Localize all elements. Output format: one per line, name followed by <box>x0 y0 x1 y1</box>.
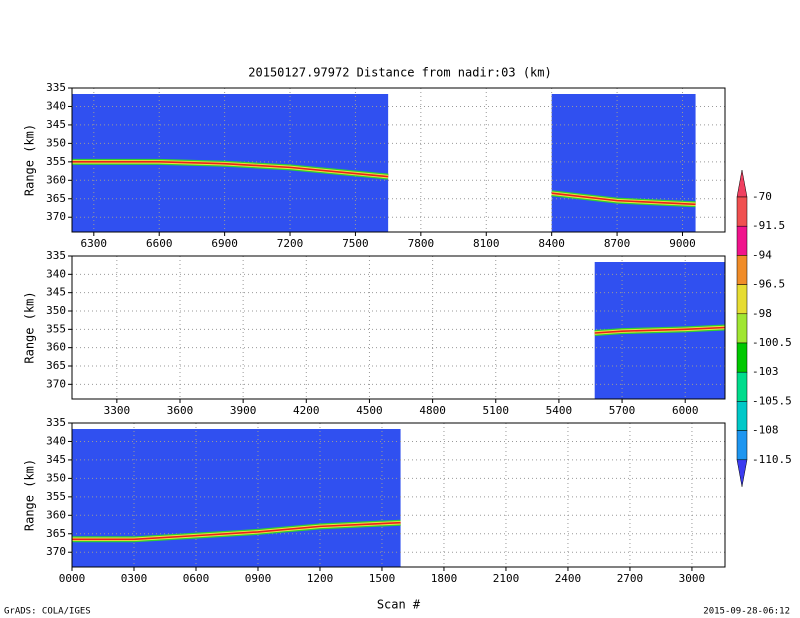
colorbar-segment <box>736 196 748 227</box>
y-tick-label: 350 <box>46 136 66 149</box>
swath <box>551 94 696 232</box>
x-tick-label: 8700 <box>604 237 631 250</box>
y-tick-label: 360 <box>46 341 66 354</box>
y-tick-label: 355 <box>46 490 66 503</box>
x-tick-label: 1200 <box>307 572 334 585</box>
x-tick-label: 1500 <box>369 572 396 585</box>
colorbar-arrow <box>736 169 748 198</box>
x-tick-label: 2700 <box>617 572 644 585</box>
colorbar-label: -110.5 <box>752 453 792 466</box>
y-tick-label: 335 <box>46 249 66 262</box>
y-tick-label: 350 <box>46 304 66 317</box>
x-tick-label: 5400 <box>546 404 573 417</box>
y-tick-label: 370 <box>46 377 66 390</box>
frame <box>71 87 726 233</box>
y-tick-label: 345 <box>46 286 66 299</box>
x-tick-label: 0300 <box>121 572 148 585</box>
x-tick-label: 6900 <box>211 237 238 250</box>
colorbar-label: -103 <box>752 365 779 378</box>
y-axis-label: Range (km) <box>23 291 37 363</box>
x-tick-label: 0000 <box>59 572 86 585</box>
colorbar-segment <box>736 313 748 344</box>
y-tick-label: 340 <box>46 434 66 447</box>
y-tick-label: 360 <box>46 508 66 521</box>
frame <box>71 255 726 400</box>
colorbar-label: -98 <box>752 307 772 320</box>
colorbar-label: -94 <box>752 248 772 261</box>
y-axis-label: Range (km) <box>23 459 37 531</box>
x-tick-label: 3900 <box>230 404 257 417</box>
y-tick-label: 355 <box>46 155 66 168</box>
y-tick-label: 355 <box>46 322 66 335</box>
y-tick-label: 345 <box>46 118 66 131</box>
y-tick-label: 340 <box>46 99 66 112</box>
x-tick-label: 3300 <box>104 404 131 417</box>
trace <box>594 326 726 334</box>
y-tick-label: 350 <box>46 471 66 484</box>
colorbar-label: -100.5 <box>752 336 792 349</box>
x-tick-label: 0900 <box>245 572 272 585</box>
x-tick-label: 2100 <box>493 572 520 585</box>
x-tick-label: 6600 <box>146 237 173 250</box>
x-tick-label: 6000 <box>672 404 699 417</box>
y-tick-label: 370 <box>46 210 66 223</box>
y-tick-label: 360 <box>46 173 66 186</box>
x-tick-label: 2400 <box>555 572 582 585</box>
x-tick-label: 4500 <box>356 404 383 417</box>
x-tick-label: 8100 <box>473 237 500 250</box>
colorbar-segment <box>736 430 748 461</box>
colorbar-segment <box>736 342 748 373</box>
x-tick-label: 3000 <box>679 572 706 585</box>
x-tick-label: 1800 <box>431 572 458 585</box>
y-axis-label: Range (km) <box>23 124 37 196</box>
credit: GrADS: COLA/IGES <box>4 607 91 617</box>
x-tick-label: 7500 <box>342 237 369 250</box>
y-tick-label: 365 <box>46 527 66 540</box>
y-tick-label: 345 <box>46 453 66 466</box>
x-tick-label: 4200 <box>293 404 320 417</box>
y-tick-label: 335 <box>46 81 66 94</box>
colorbar-segment <box>736 255 748 285</box>
colorbar-label: -96.5 <box>752 278 785 291</box>
y-tick-label: 335 <box>46 416 66 429</box>
colorbar-segment <box>736 371 748 402</box>
x-tick-label: 9000 <box>669 237 696 250</box>
x-tick-label: 4800 <box>419 404 446 417</box>
colorbar-label: -105.5 <box>752 394 792 407</box>
y-tick-label: 365 <box>46 359 66 372</box>
swath <box>72 429 401 567</box>
colorbar-segment <box>736 225 748 256</box>
trace <box>72 521 401 541</box>
y-tick-label: 370 <box>46 545 66 558</box>
x-axis-label: Scan # <box>377 598 421 612</box>
x-tick-label: 0600 <box>183 572 210 585</box>
frame <box>71 422 726 568</box>
chart-title: 20150127.97972 Distance from nadir:03 (k… <box>248 66 551 80</box>
colorbar-label: -91.5 <box>752 219 785 232</box>
timestamp: 2015-09-28-06:12 <box>703 607 790 617</box>
colorbar-segment <box>736 401 748 431</box>
x-tick-label: 7200 <box>277 237 304 250</box>
y-tick-label: 365 <box>46 192 66 205</box>
x-tick-label: 5700 <box>609 404 636 417</box>
x-tick-label: 6300 <box>81 237 108 250</box>
y-tick-label: 340 <box>46 267 66 280</box>
x-tick-label: 8400 <box>538 237 565 250</box>
colorbar-arrow <box>736 459 748 487</box>
x-tick-label: 7800 <box>408 237 435 250</box>
colorbar-label: -108 <box>752 424 779 437</box>
colorbar-label: -70 <box>752 190 772 203</box>
trace <box>72 161 696 206</box>
x-tick-label: 5100 <box>483 404 510 417</box>
colorbar-segment <box>736 284 748 315</box>
x-tick-label: 3600 <box>167 404 194 417</box>
